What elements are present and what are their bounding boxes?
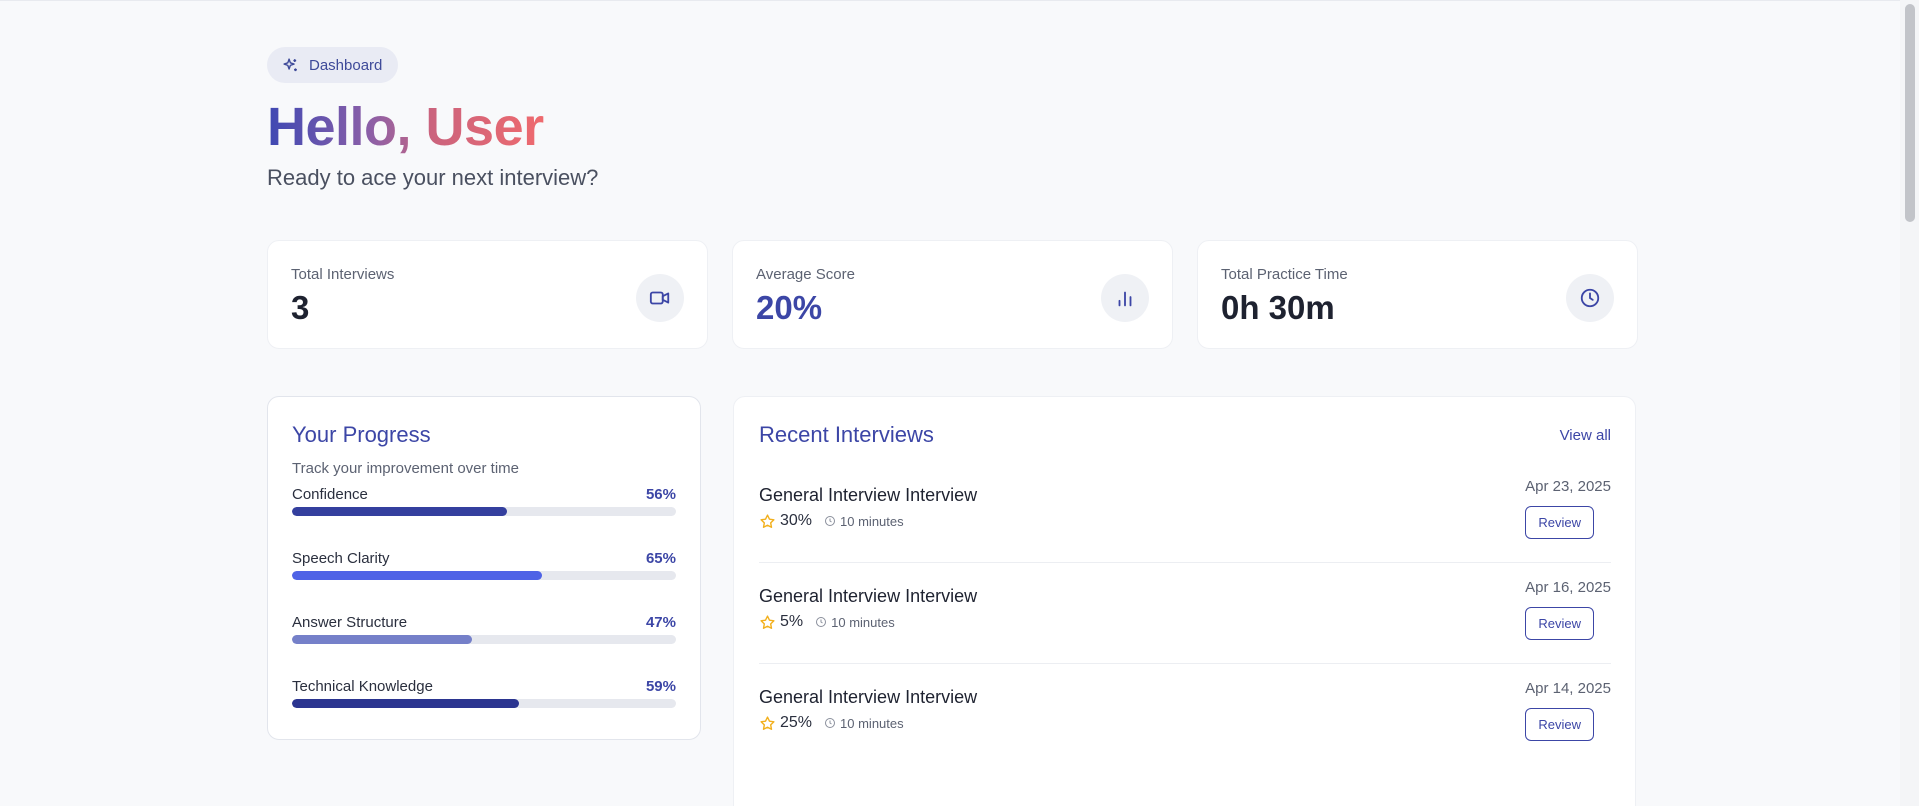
metric-confidence: Confidence 56% — [292, 486, 676, 516]
progress-bar-fill — [292, 699, 519, 708]
dashboard-page: Dashboard Hello, User Ready to ace your … — [267, 47, 1638, 806]
metric-name: Confidence — [292, 486, 368, 503]
metric-percent: 65% — [645, 550, 676, 567]
progress-bar — [292, 507, 676, 516]
metric-percent: 47% — [645, 614, 676, 631]
stat-value: 20% — [756, 289, 823, 326]
progress-bar — [292, 635, 676, 644]
review-button[interactable]: Review — [1525, 506, 1594, 539]
sparkle-icon — [283, 57, 297, 71]
greeting-user-name: User — [425, 97, 545, 157]
recent-interviews-list: General Interview Interview 30% 10 minut… — [759, 462, 1611, 765]
top-divider — [0, 0, 1900, 1]
interview-title: General Interview Interview — [759, 687, 978, 707]
star-icon — [760, 614, 775, 629]
progress-bar-fill — [292, 571, 542, 580]
recent-interviews-title: Recent Interviews — [759, 422, 934, 447]
interview-title: General Interview Interview — [759, 586, 978, 606]
star-icon — [760, 715, 775, 730]
interview-score: 30% — [780, 512, 813, 529]
interview-score: 25% — [780, 714, 813, 731]
interview-date: Apr 16, 2025 — [1525, 579, 1611, 596]
interview-title: General Interview Interview — [759, 485, 978, 505]
interview-score: 5% — [780, 613, 804, 630]
metric-name: Answer Structure — [292, 614, 408, 631]
recent-interviews-card: Recent Interviews View all General Inter… — [733, 396, 1636, 806]
clock-icon — [816, 617, 827, 627]
metric-name: Speech Clarity — [292, 550, 390, 567]
progress-bar — [292, 699, 676, 708]
review-button[interactable]: Review — [1525, 607, 1594, 640]
interview-duration: 10 minutes — [840, 715, 904, 731]
view-all-link[interactable]: View all — [1559, 426, 1611, 444]
clock-icon — [825, 516, 836, 526]
stat-label: Total Practice Time — [1221, 266, 1348, 283]
greeting-subtitle: Ready to ace your next interview? — [267, 165, 599, 190]
review-button[interactable]: Review — [1525, 708, 1594, 741]
clock-icon — [1566, 274, 1614, 322]
interview-row: General Interview Interview 5% 10 minute… — [759, 563, 1611, 664]
badge-label: Dashboard — [309, 56, 383, 74]
metric-percent: 56% — [645, 486, 676, 503]
video-icon — [636, 274, 684, 322]
stat-value: 0h 30m — [1221, 289, 1335, 326]
stat-card-average-score: Average Score 20% — [732, 240, 1173, 349]
interview-duration: 10 minutes — [831, 614, 895, 630]
metric-technical-knowledge: Technical Knowledge 59% — [292, 678, 676, 708]
interview-row: General Interview Interview 25% 10 minut… — [759, 664, 1611, 765]
stat-label: Average Score — [756, 266, 855, 283]
star-icon — [760, 513, 775, 528]
metric-answer-structure: Answer Structure 47% — [292, 614, 676, 644]
progress-bar — [292, 571, 676, 580]
progress-bar-fill — [292, 507, 508, 516]
interview-duration: 10 minutes — [840, 513, 904, 529]
clock-icon — [825, 718, 836, 728]
progress-title: Your Progress — [292, 422, 431, 447]
progress-subtitle: Track your improvement over time — [292, 460, 520, 477]
stat-card-total-interviews: Total Interviews 3 — [267, 240, 708, 349]
metric-speech-clarity: Speech Clarity 65% — [292, 550, 676, 580]
interview-date: Apr 23, 2025 — [1525, 478, 1611, 495]
stats-row: Total Interviews 3 Average Score 20% Tot… — [267, 240, 1638, 349]
bar-chart-icon — [1101, 274, 1149, 322]
vertical-scrollbar[interactable] — [1900, 0, 1919, 806]
metric-name: Technical Knowledge — [292, 678, 433, 695]
interview-row: General Interview Interview 30% 10 minut… — [759, 462, 1611, 563]
interview-date: Apr 14, 2025 — [1525, 680, 1611, 697]
stat-label: Total Interviews — [291, 266, 395, 283]
stat-card-total-practice-time: Total Practice Time 0h 30m — [1197, 240, 1638, 349]
greeting-hello: Hello, — [267, 97, 412, 157]
progress-card: Your Progress Track your improvement ove… — [267, 396, 701, 740]
stat-value: 3 — [291, 289, 310, 326]
scrollbar-thumb[interactable] — [1905, 4, 1915, 222]
greeting-heading: Hello, User — [267, 95, 1636, 159]
dashboard-badge: Dashboard — [267, 47, 399, 83]
progress-bar-fill — [292, 635, 473, 644]
metric-percent: 59% — [645, 678, 676, 695]
